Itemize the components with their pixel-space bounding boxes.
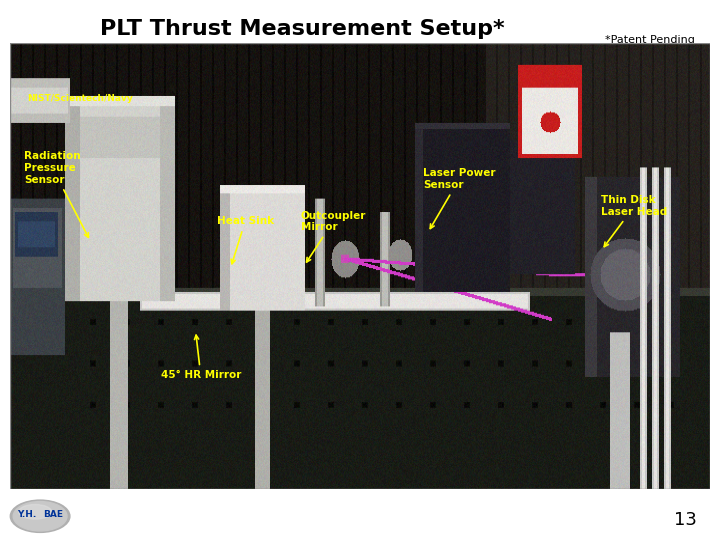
Text: Thin Disk
Laser Head: Thin Disk Laser Head — [601, 195, 667, 247]
Ellipse shape — [10, 500, 70, 532]
Text: Y.H.: Y.H. — [17, 510, 37, 519]
Text: PLT Thrust Measurement Setup*: PLT Thrust Measurement Setup* — [100, 19, 505, 39]
Text: Outcoupler
Mirror: Outcoupler Mirror — [300, 211, 366, 262]
Ellipse shape — [13, 502, 67, 531]
Text: NIST/Scientech/Navy: NIST/Scientech/Navy — [27, 94, 133, 103]
Ellipse shape — [19, 504, 52, 519]
Text: Radiation
Pressure
Sensor: Radiation Pressure Sensor — [24, 151, 89, 238]
Text: *Patent Pending: *Patent Pending — [605, 35, 695, 45]
Text: Heat Sink: Heat Sink — [217, 217, 274, 264]
Text: 13: 13 — [674, 511, 697, 529]
Text: BAE: BAE — [43, 510, 63, 519]
Text: Laser Power
Sensor: Laser Power Sensor — [423, 168, 495, 228]
Text: 45° HR Mirror: 45° HR Mirror — [161, 335, 241, 380]
